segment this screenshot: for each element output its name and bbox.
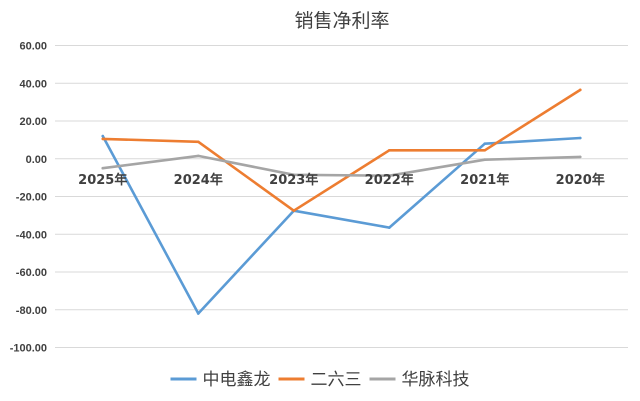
series-line-0: [101, 134, 582, 315]
data-point: [196, 140, 200, 144]
data-point: [101, 137, 105, 141]
gridlines: [55, 45, 628, 348]
data-point: [387, 174, 391, 178]
data-point: [292, 209, 296, 212]
data-point: [483, 158, 487, 161]
y-tick-label: 20.00: [19, 116, 47, 128]
data-point: [196, 154, 200, 158]
data-point: [578, 155, 582, 159]
chart-title: 销售净利率: [294, 10, 389, 32]
y-tick-label: -20.00: [16, 192, 47, 204]
y-tick-label: 0.00: [26, 154, 47, 166]
data-point: [483, 142, 487, 145]
y-axis-ticks: 60.00 40.00 20.00 0.00 -20.00 -40.00 -60.00 -80…: [10, 41, 47, 355]
data-point: [578, 88, 582, 92]
legend: 中电鑫龙 二六三 华脉科技: [170, 370, 470, 390]
series-line-1: [101, 88, 582, 212]
x-tick-label: 2020年: [556, 172, 605, 188]
y-tick-label: -100.00: [10, 343, 47, 355]
y-tick-label: -40.00: [16, 229, 47, 241]
data-point: [292, 173, 296, 177]
y-tick-label: -60.00: [16, 267, 47, 279]
x-tick-label: 2024年: [174, 172, 223, 188]
y-tick-label: -80.00: [16, 305, 47, 317]
legend-label: 二六三: [311, 370, 362, 390]
data-point: [578, 136, 582, 140]
x-tick-label: 2022年: [365, 172, 414, 188]
y-tick-label: 40.00: [19, 78, 47, 90]
series-line-2: [101, 154, 582, 177]
x-tick-label: 2025年: [78, 172, 127, 188]
x-axis-ticks: 2025年 2024年 2023年 2022年 2021年 2020年: [78, 172, 605, 188]
data-point: [101, 166, 105, 170]
x-tick-label: 2021年: [460, 172, 509, 188]
y-tick-label: 60.00: [19, 41, 47, 53]
data-point: [101, 134, 105, 138]
series-lines: [101, 88, 582, 315]
data-point: [387, 148, 391, 152]
data-point: [196, 312, 200, 315]
x-tick-label: 2023年: [269, 172, 318, 188]
data-point: [387, 226, 391, 229]
legend-label: 中电鑫龙: [203, 370, 271, 390]
data-point: [483, 148, 487, 152]
legend-label: 华脉科技: [402, 370, 470, 390]
